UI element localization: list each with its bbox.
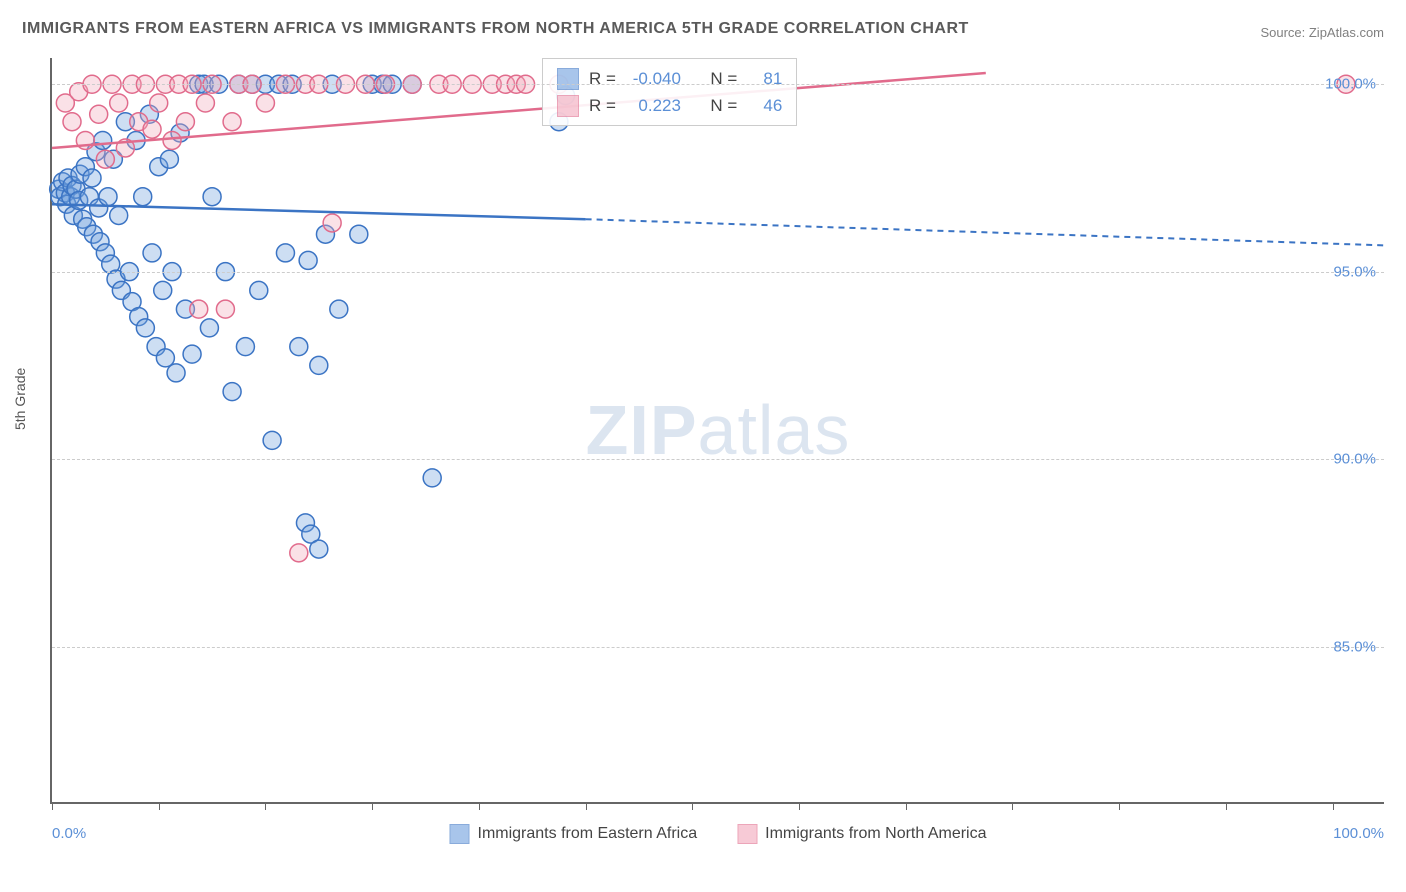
data-point xyxy=(263,431,281,449)
x-tick-mark xyxy=(52,802,53,810)
data-point xyxy=(323,214,341,232)
x-tick-mark xyxy=(1012,802,1013,810)
legend-row: R = 0.223 N = 46 xyxy=(557,92,782,119)
legend-swatch xyxy=(737,824,757,844)
data-point xyxy=(143,120,161,138)
x-tick-mark xyxy=(1226,802,1227,810)
x-tick-mark xyxy=(159,802,160,810)
x-tick-mark xyxy=(479,802,480,810)
x-tick-mark xyxy=(1119,802,1120,810)
data-point xyxy=(99,188,117,206)
data-point xyxy=(183,345,201,363)
data-point xyxy=(110,94,128,112)
data-point xyxy=(223,113,241,131)
chart-title: IMMIGRANTS FROM EASTERN AFRICA VS IMMIGR… xyxy=(22,20,969,38)
data-point xyxy=(200,319,218,337)
legend-n-value: 46 xyxy=(747,92,782,119)
data-point xyxy=(136,319,154,337)
stats-legend: R = -0.040 N = 81 R = 0.223 N = 46 xyxy=(542,58,797,126)
data-point xyxy=(310,356,328,374)
x-tick-mark xyxy=(586,802,587,810)
data-point xyxy=(154,281,172,299)
x-tick-mark xyxy=(372,802,373,810)
series-name: Immigrants from Eastern Africa xyxy=(477,825,697,843)
y-tick-label: 100.0% xyxy=(1325,76,1376,93)
data-point xyxy=(134,188,152,206)
y-tick-label: 90.0% xyxy=(1333,451,1376,468)
x-tick-mark xyxy=(1333,802,1334,810)
data-point xyxy=(63,113,81,131)
legend-swatch xyxy=(557,95,579,117)
series-legend-item: Immigrants from Eastern Africa xyxy=(449,824,697,844)
data-point xyxy=(163,131,181,149)
data-point xyxy=(83,169,101,187)
data-point xyxy=(256,94,274,112)
data-point xyxy=(90,105,108,123)
data-point xyxy=(250,281,268,299)
data-point xyxy=(150,94,168,112)
data-point xyxy=(236,338,254,356)
legend-swatch xyxy=(557,68,579,90)
gridline xyxy=(52,272,1384,273)
data-point xyxy=(350,225,368,243)
legend-row: R = -0.040 N = 81 xyxy=(557,65,782,92)
data-point xyxy=(190,300,208,318)
data-point xyxy=(290,338,308,356)
x-axis-max-label: 100.0% xyxy=(1333,825,1384,842)
legend-n-label: N = xyxy=(710,65,737,92)
x-tick-mark xyxy=(799,802,800,810)
x-tick-mark xyxy=(265,802,266,810)
data-point xyxy=(290,544,308,562)
x-tick-mark xyxy=(906,802,907,810)
data-point xyxy=(299,251,317,269)
x-tick-mark xyxy=(692,802,693,810)
data-point xyxy=(143,244,161,262)
data-point xyxy=(216,300,234,318)
legend-n-label: N = xyxy=(710,92,737,119)
data-point xyxy=(94,131,112,149)
data-point xyxy=(96,150,114,168)
series-name: Immigrants from North America xyxy=(765,825,986,843)
data-point xyxy=(176,113,194,131)
trend-line-dashed xyxy=(586,219,1386,245)
gridline xyxy=(52,84,1384,85)
legend-r-label: R = xyxy=(589,92,616,119)
legend-r-label: R = xyxy=(589,65,616,92)
data-point xyxy=(196,94,214,112)
x-axis-min-label: 0.0% xyxy=(52,825,86,842)
series-legend: Immigrants from Eastern Africa Immigrants… xyxy=(449,824,986,844)
legend-r-value: 0.223 xyxy=(626,92,681,119)
gridline xyxy=(52,459,1384,460)
chart-plot-area: ZIPatlas R =-0.040 N =81R =0.223 N =46 0… xyxy=(50,58,1384,804)
data-point xyxy=(223,383,241,401)
data-point xyxy=(276,244,294,262)
y-tick-label: 95.0% xyxy=(1333,263,1376,280)
data-point xyxy=(167,364,185,382)
trend-line xyxy=(52,204,586,219)
y-tick-label: 85.0% xyxy=(1333,638,1376,655)
gridline xyxy=(52,647,1384,648)
data-point xyxy=(423,469,441,487)
legend-n-value: 81 xyxy=(747,65,782,92)
source-attribution: Source: ZipAtlas.com xyxy=(1260,25,1384,40)
plot-svg xyxy=(52,58,1384,802)
legend-r-value: -0.040 xyxy=(626,65,681,92)
data-point xyxy=(203,188,221,206)
data-point xyxy=(330,300,348,318)
data-point xyxy=(310,540,328,558)
legend-swatch xyxy=(449,824,469,844)
series-legend-item: Immigrants from North America xyxy=(737,824,986,844)
y-axis-label: 5th Grade xyxy=(12,368,28,430)
data-point xyxy=(160,150,178,168)
data-point xyxy=(110,206,128,224)
